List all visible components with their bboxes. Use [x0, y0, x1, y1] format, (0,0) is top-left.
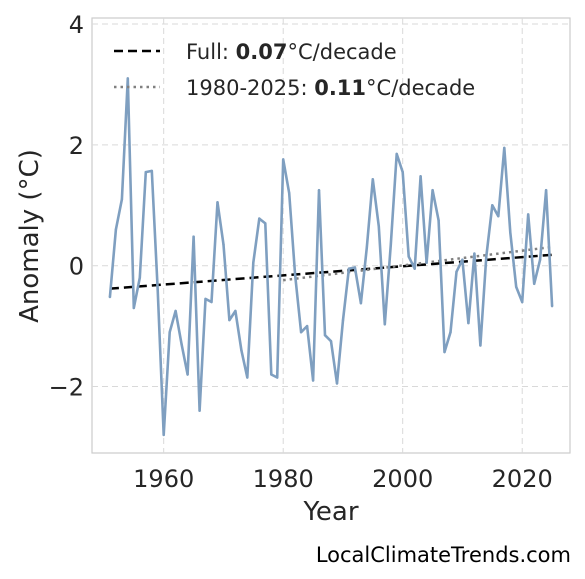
data-point [162, 433, 165, 437]
data-point [204, 297, 207, 301]
data-point [503, 146, 506, 150]
data-point [252, 261, 255, 264]
data-point [132, 306, 135, 310]
data-point [216, 201, 219, 204]
data-point [449, 331, 452, 334]
data-point [491, 204, 494, 207]
trend-lines [109, 245, 553, 290]
y-tick-label: −2 [49, 374, 84, 402]
data-point [425, 261, 428, 264]
data-point [521, 300, 524, 304]
grid [92, 18, 570, 453]
data-point [544, 189, 548, 192]
data-point [240, 349, 243, 352]
data-point [258, 217, 261, 220]
x-ticks: 1960 1980 2000 2020 [133, 465, 553, 493]
data-point [437, 219, 440, 222]
data-point [282, 158, 285, 161]
data-point [186, 373, 189, 376]
data-point [311, 379, 315, 382]
y-tick-label: 0 [69, 253, 84, 281]
data-point [168, 331, 171, 334]
data-point [126, 77, 129, 80]
x-tick-label: 2000 [372, 465, 433, 493]
data-point [180, 343, 183, 346]
trend-line-full [109, 253, 553, 290]
data-point [228, 318, 231, 322]
data-point [347, 267, 351, 270]
x-tick-label: 2020 [492, 465, 553, 493]
data-point [377, 225, 380, 228]
data-point [270, 373, 273, 376]
data-point [419, 175, 422, 178]
x-axis-label: Year [302, 497, 358, 527]
data-point [246, 376, 249, 379]
data-point [210, 300, 213, 304]
watermark: LocalClimateTrends.com [315, 543, 571, 567]
data-point [341, 318, 345, 322]
legend: Full: 0.07°C/decade 1980-2025: 0.11°C/de… [114, 40, 475, 100]
data-point [335, 382, 339, 385]
x-tick-label: 1960 [133, 465, 194, 493]
data-point [174, 309, 177, 313]
data-point [383, 323, 386, 326]
data-point [150, 169, 153, 173]
data-point [120, 198, 124, 201]
data-point [538, 258, 542, 261]
data-point [461, 258, 464, 261]
data-point [371, 178, 374, 181]
data-point [527, 213, 530, 216]
data-point [401, 170, 404, 174]
data-point [359, 302, 363, 305]
data-point [533, 282, 536, 285]
data-point [276, 376, 279, 379]
data-point [365, 246, 368, 249]
legend-recent-label: 1980-2025: 0.11°C/decade [186, 76, 475, 100]
y-tick-label: 4 [69, 11, 84, 39]
y-ticks: 4 2 0 −2 [49, 11, 84, 402]
data-point [192, 235, 195, 238]
data-point [407, 255, 410, 258]
data-point [108, 295, 112, 299]
data-point [509, 231, 512, 234]
data-point [413, 267, 416, 270]
data-point [323, 334, 327, 337]
data-point [293, 273, 297, 276]
data-point [234, 309, 237, 313]
legend-full-label: Full: 0.07°C/decade [186, 40, 397, 64]
data-point [443, 350, 446, 354]
data-point [329, 340, 333, 343]
data-point [299, 331, 303, 334]
data-point [138, 276, 141, 279]
data-point [455, 270, 458, 273]
data-point [144, 170, 147, 174]
y-axis-label: Anomaly (°C) [15, 149, 45, 323]
data-point [288, 192, 291, 195]
data-point [222, 243, 225, 246]
data-point [389, 243, 392, 246]
data-points [108, 77, 554, 437]
plot-frame [91, 17, 571, 454]
data-point [479, 344, 482, 347]
x-tick-label: 1980 [253, 465, 314, 493]
data-point [431, 189, 434, 192]
y-tick-label: 2 [69, 132, 84, 160]
data-point [305, 324, 309, 328]
data-point [485, 255, 488, 258]
data-point [198, 409, 201, 412]
data-point [467, 321, 470, 325]
data-point [317, 189, 321, 192]
data-point [353, 266, 357, 269]
data-point [473, 252, 476, 255]
data-point [156, 288, 159, 292]
data-point [515, 285, 518, 289]
data-point [395, 152, 398, 156]
data-point [497, 215, 500, 218]
data-point [550, 305, 554, 308]
data-point [264, 222, 267, 225]
data-point [114, 228, 118, 231]
